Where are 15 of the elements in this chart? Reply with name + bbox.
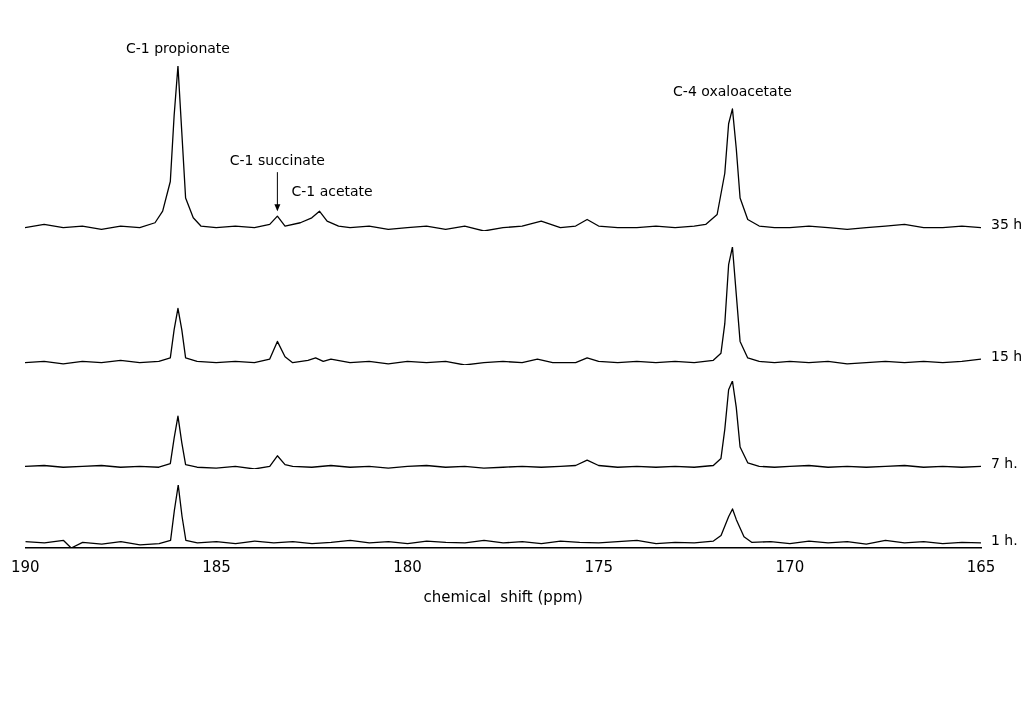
annotation: C-1 acetate [291,182,373,199]
x-tick-label: 180 [393,557,422,576]
x-axis-title: chemical shift (ppm) [423,587,583,606]
annotation: C-1 succinate [229,151,325,168]
series-label: 35 h [991,216,1023,233]
x-tick-label: 170 [775,557,805,576]
x-tick-label: 175 [584,557,614,576]
x-tick-label: 165 [966,557,996,576]
annotation: C-4 oxaloacetate [673,82,792,99]
annotation: C-1 propionate [125,39,230,56]
x-tick-label: 185 [202,557,231,576]
x-tick-label: 190 [10,557,40,576]
series-label: 15 h [991,347,1023,364]
series-label: 1 h. [991,531,1018,548]
series-label: 7 h. [991,455,1018,471]
